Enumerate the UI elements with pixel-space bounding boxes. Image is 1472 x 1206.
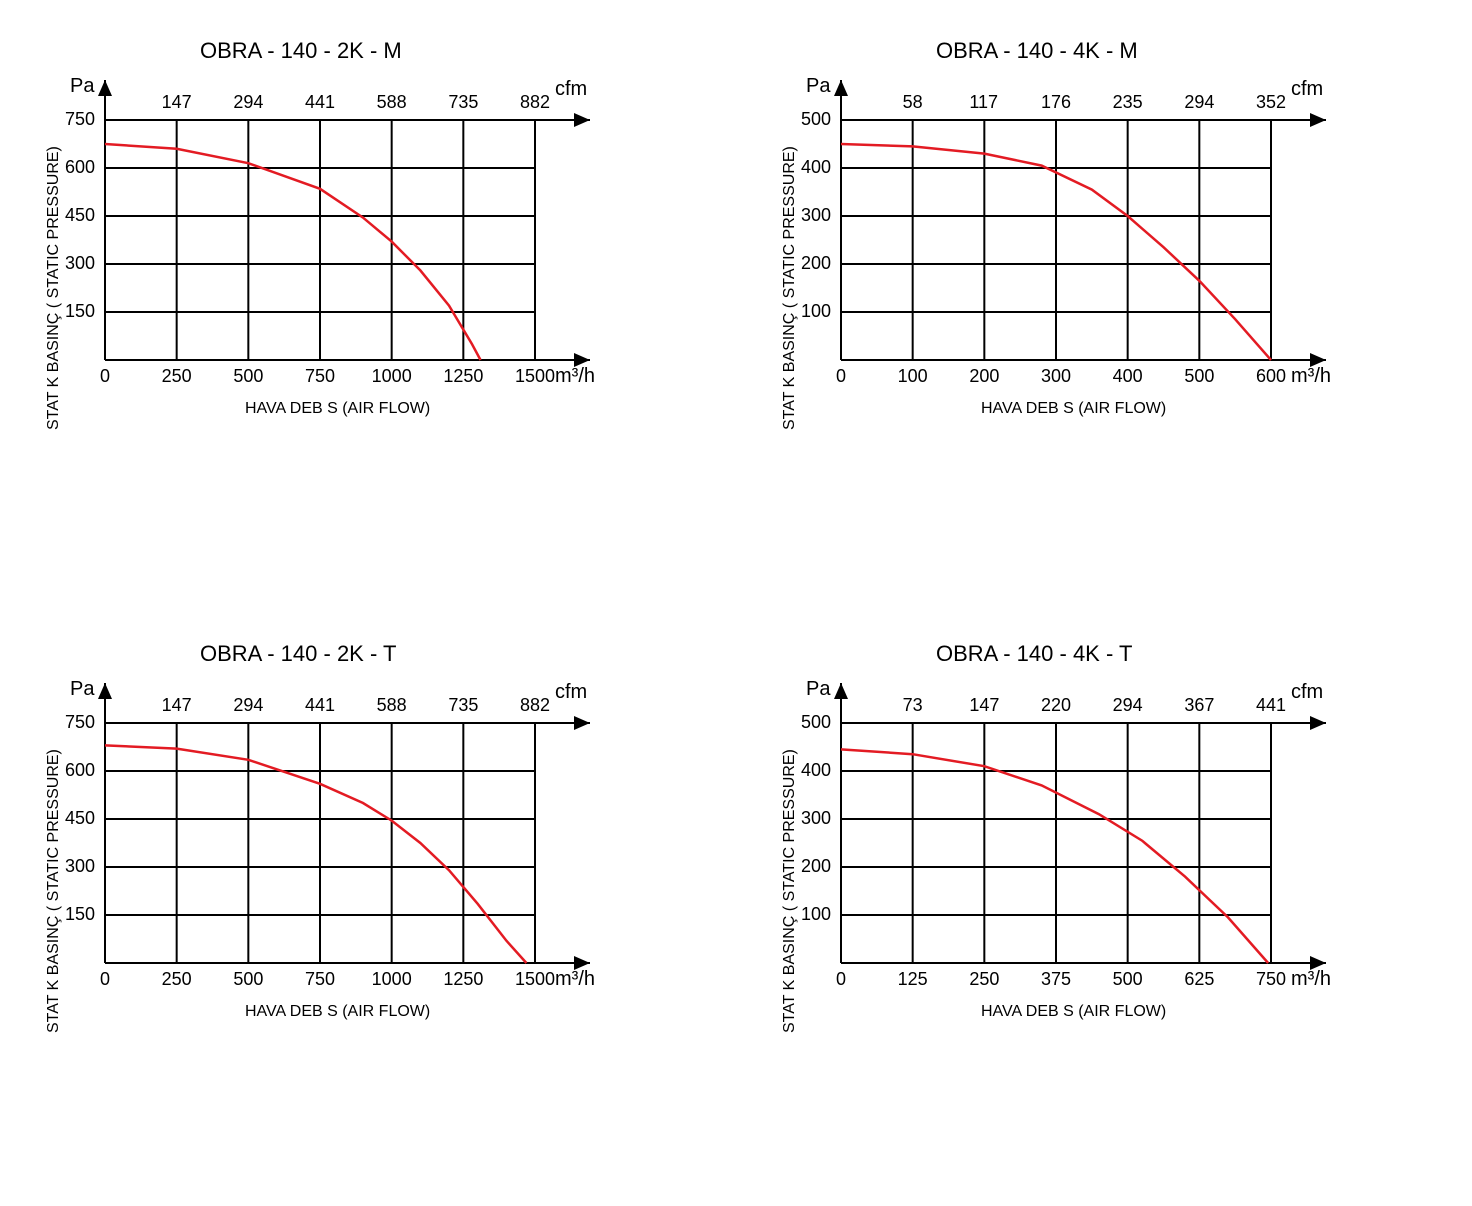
top-tick-label: 441 <box>1256 695 1286 716</box>
y-tick-label: 150 <box>65 301 95 322</box>
x-tick-label: 1000 <box>372 366 412 387</box>
chart-svg <box>0 0 736 603</box>
x-tick-label: 0 <box>836 969 846 990</box>
x-tick-label: 250 <box>162 969 192 990</box>
chart-panel-3: OBRA - 140 - 2K - TSTAT K BASINÇ ( STATI… <box>0 603 736 1206</box>
y-tick-label: 400 <box>801 760 831 781</box>
top-tick-label: 294 <box>233 92 263 113</box>
arrowhead-icon <box>1310 113 1326 127</box>
x-tick-label: 250 <box>162 366 192 387</box>
arrowhead-icon <box>574 113 590 127</box>
chart-panel-2: OBRA - 140 - 4K - MSTAT K BASINÇ ( STATI… <box>736 0 1472 603</box>
y-tick-label: 200 <box>801 856 831 877</box>
top-tick-label: 882 <box>520 695 550 716</box>
x-tick-label: 500 <box>1184 366 1214 387</box>
y-tick-label: 600 <box>65 157 95 178</box>
y-tick-label: 200 <box>801 253 831 274</box>
y-tick-label: 300 <box>65 856 95 877</box>
y-tick-label: 450 <box>65 205 95 226</box>
x-tick-label: 300 <box>1041 366 1071 387</box>
x-tick-label: 250 <box>969 969 999 990</box>
y-tick-label: 500 <box>801 712 831 733</box>
arrowhead-icon <box>834 683 848 699</box>
x-tick-label: 750 <box>305 969 335 990</box>
top-tick-label: 588 <box>377 92 407 113</box>
top-tick-label: 176 <box>1041 92 1071 113</box>
arrowhead-icon <box>574 956 590 970</box>
y-tick-label: 600 <box>65 760 95 781</box>
y-tick-label: 450 <box>65 808 95 829</box>
y-tick-label: 400 <box>801 157 831 178</box>
x-tick-label: 375 <box>1041 969 1071 990</box>
top-tick-label: 588 <box>377 695 407 716</box>
y-tick-label: 750 <box>65 109 95 130</box>
x-tick-label: 750 <box>1256 969 1286 990</box>
top-tick-label: 294 <box>1184 92 1214 113</box>
charts-grid: OBRA - 140 - 2K - MSTAT K BASINÇ ( STATI… <box>0 0 1472 1206</box>
x-tick-label: 625 <box>1184 969 1214 990</box>
arrowhead-icon <box>834 80 848 96</box>
y-tick-label: 100 <box>801 904 831 925</box>
arrowhead-icon <box>574 716 590 730</box>
top-tick-label: 147 <box>969 695 999 716</box>
arrowhead-icon <box>1310 716 1326 730</box>
x-tick-label: 1250 <box>443 969 483 990</box>
y-tick-label: 300 <box>65 253 95 274</box>
arrowhead-icon <box>98 80 112 96</box>
y-tick-label: 150 <box>65 904 95 925</box>
y-tick-label: 750 <box>65 712 95 733</box>
top-tick-label: 735 <box>448 92 478 113</box>
performance-curve <box>841 749 1268 963</box>
top-tick-label: 441 <box>305 695 335 716</box>
x-tick-label: 500 <box>233 969 263 990</box>
x-tick-label: 500 <box>1113 969 1143 990</box>
top-tick-label: 352 <box>1256 92 1286 113</box>
top-tick-label: 441 <box>305 92 335 113</box>
top-tick-label: 117 <box>969 92 998 113</box>
top-tick-label: 147 <box>162 695 192 716</box>
top-tick-label: 735 <box>448 695 478 716</box>
x-tick-label: 1250 <box>443 366 483 387</box>
top-tick-label: 220 <box>1041 695 1071 716</box>
top-tick-label: 367 <box>1184 695 1214 716</box>
chart-panel-4: OBRA - 140 - 4K - TSTAT K BASINÇ ( STATI… <box>736 603 1472 1206</box>
top-tick-label: 73 <box>903 695 923 716</box>
top-tick-label: 882 <box>520 92 550 113</box>
x-tick-label: 600 <box>1256 366 1286 387</box>
x-tick-label: 0 <box>100 969 110 990</box>
x-tick-label: 125 <box>898 969 928 990</box>
chart-svg <box>736 0 1472 603</box>
top-tick-label: 235 <box>1113 92 1143 113</box>
x-tick-label: 0 <box>836 366 846 387</box>
top-tick-label: 147 <box>162 92 192 113</box>
chart-svg <box>736 603 1472 1206</box>
arrowhead-icon <box>574 353 590 367</box>
x-tick-label: 200 <box>969 366 999 387</box>
chart-panel-1: OBRA - 140 - 2K - MSTAT K BASINÇ ( STATI… <box>0 0 736 603</box>
x-tick-label: 1500 <box>515 366 555 387</box>
x-tick-label: 100 <box>898 366 928 387</box>
y-tick-label: 300 <box>801 205 831 226</box>
x-tick-label: 0 <box>100 366 110 387</box>
arrowhead-icon <box>98 683 112 699</box>
top-tick-label: 58 <box>903 92 923 113</box>
arrowhead-icon <box>1310 353 1326 367</box>
y-tick-label: 500 <box>801 109 831 130</box>
x-tick-label: 400 <box>1113 366 1143 387</box>
performance-curve <box>105 144 481 360</box>
x-tick-label: 500 <box>233 366 263 387</box>
y-tick-label: 100 <box>801 301 831 322</box>
top-tick-label: 294 <box>233 695 263 716</box>
arrowhead-icon <box>1310 956 1326 970</box>
x-tick-label: 1000 <box>372 969 412 990</box>
y-tick-label: 300 <box>801 808 831 829</box>
chart-svg <box>0 603 736 1206</box>
x-tick-label: 750 <box>305 366 335 387</box>
x-tick-label: 1500 <box>515 969 555 990</box>
top-tick-label: 294 <box>1113 695 1143 716</box>
